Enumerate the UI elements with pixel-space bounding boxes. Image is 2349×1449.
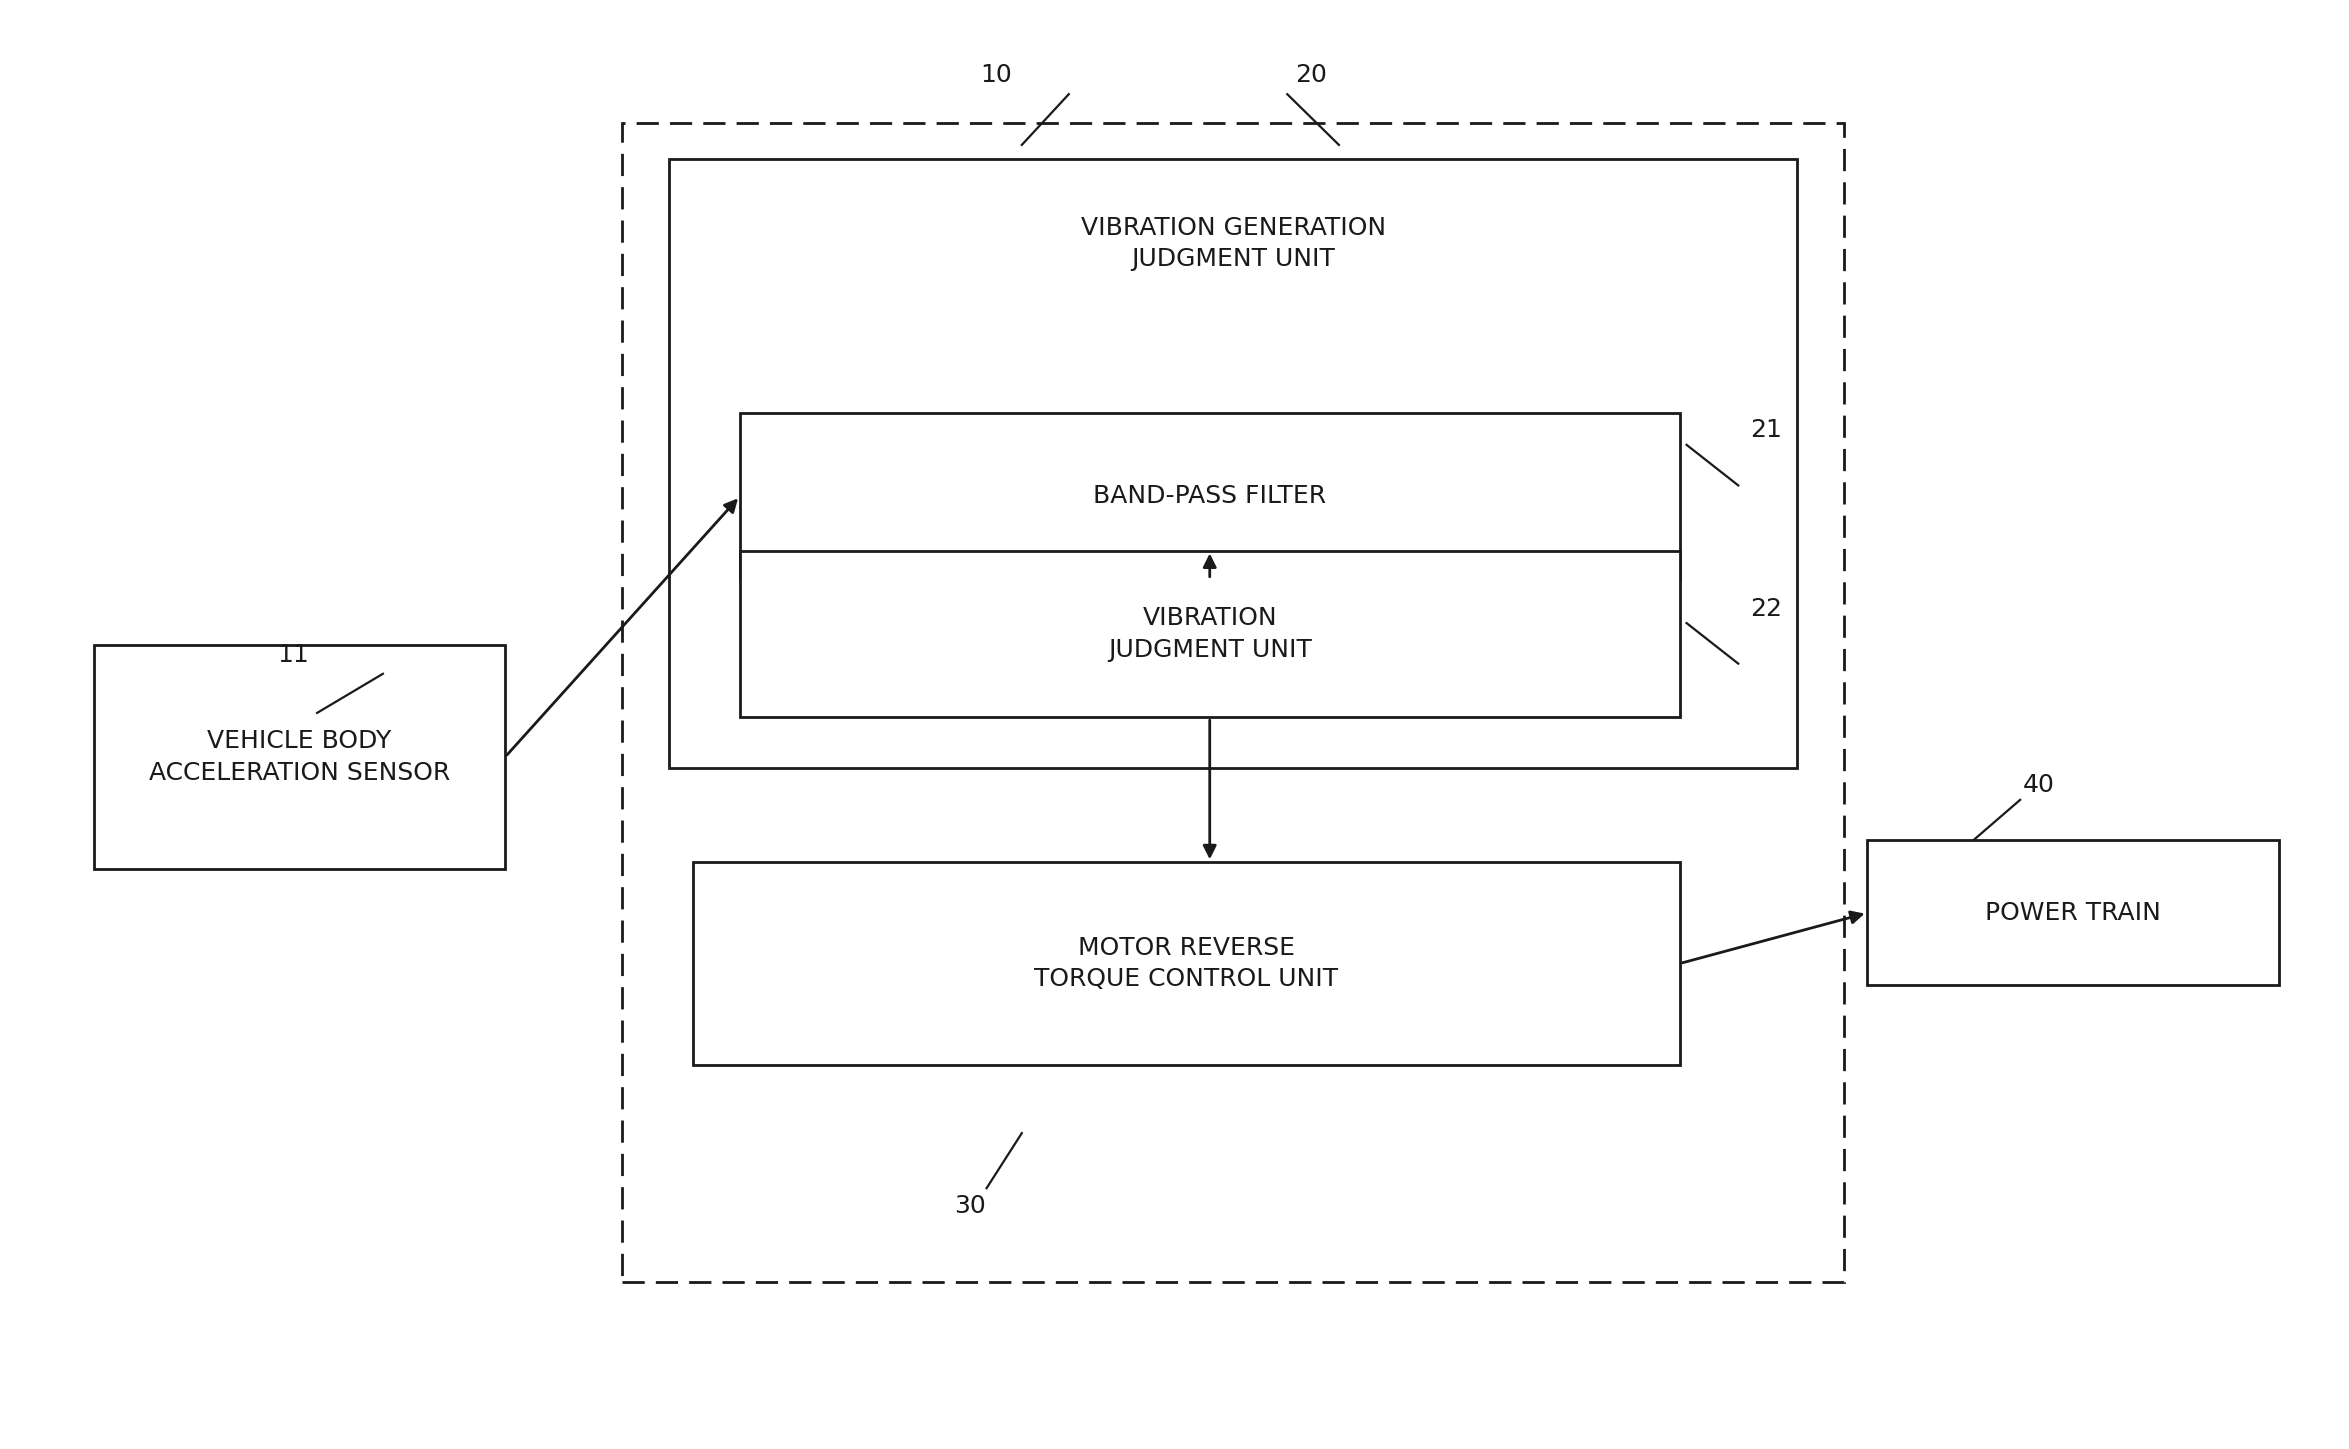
Text: 11: 11 — [277, 643, 310, 667]
Text: 40: 40 — [2022, 774, 2055, 797]
FancyBboxPatch shape — [693, 862, 1680, 1065]
Text: VIBRATION GENERATION
JUDGMENT UNIT: VIBRATION GENERATION JUDGMENT UNIT — [1081, 216, 1386, 271]
Text: 10: 10 — [980, 64, 1012, 87]
Text: VEHICLE BODY
ACCELERATION SENSOR: VEHICLE BODY ACCELERATION SENSOR — [148, 729, 451, 785]
Text: 20: 20 — [1294, 64, 1327, 87]
FancyBboxPatch shape — [669, 159, 1797, 768]
Text: POWER TRAIN: POWER TRAIN — [1985, 901, 2161, 924]
Text: BAND-PASS FILTER: BAND-PASS FILTER — [1092, 484, 1327, 509]
Text: 30: 30 — [954, 1194, 987, 1217]
Text: 22: 22 — [1750, 597, 1783, 620]
FancyBboxPatch shape — [94, 645, 505, 869]
Text: MOTOR REVERSE
TORQUE CONTROL UNIT: MOTOR REVERSE TORQUE CONTROL UNIT — [1034, 936, 1339, 991]
FancyBboxPatch shape — [1867, 840, 2279, 985]
Text: 21: 21 — [1750, 419, 1783, 442]
FancyBboxPatch shape — [740, 413, 1680, 580]
FancyBboxPatch shape — [622, 123, 1844, 1282]
FancyBboxPatch shape — [740, 551, 1680, 717]
Text: VIBRATION
JUDGMENT UNIT: VIBRATION JUDGMENT UNIT — [1109, 606, 1311, 662]
